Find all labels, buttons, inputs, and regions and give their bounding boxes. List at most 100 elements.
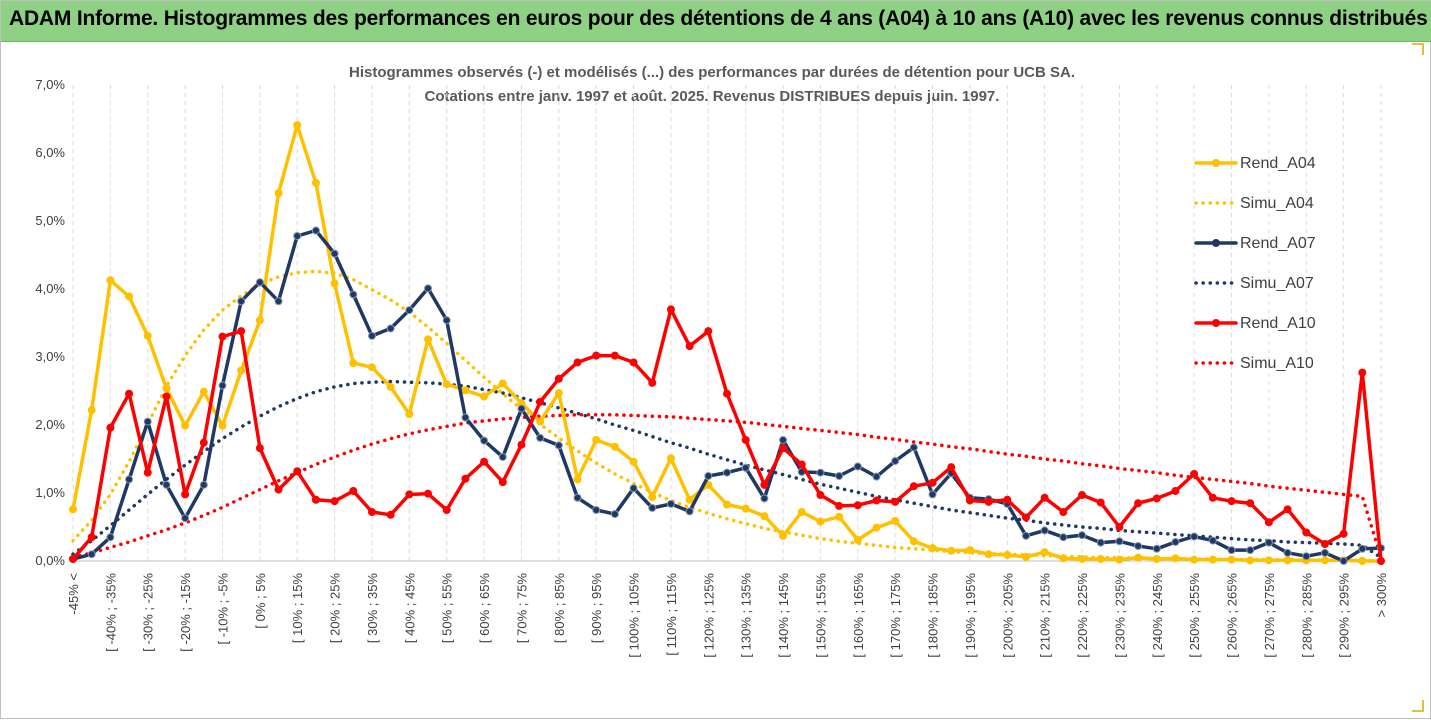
data-point [685,342,694,351]
data-point [237,366,246,375]
data-point [199,480,208,489]
data-point [199,387,208,396]
data-point [1059,554,1068,563]
data-point [311,226,320,235]
data-point [1358,544,1367,553]
data-point [517,404,526,413]
data-point [592,435,601,444]
data-point [69,505,77,514]
data-point [293,121,302,130]
data-point [1227,546,1236,555]
report-title: ADAM Informe. Histogrammes des performan… [9,7,1428,30]
data-point [125,292,134,301]
legend-label: Rend_A04 [1240,155,1316,172]
data-point [274,485,283,494]
data-point [125,475,134,484]
chart-title-line: Histogrammes observés (-) et modélisés (… [349,64,1075,81]
data-point [909,537,918,546]
data-point [498,452,507,461]
data-point [69,554,77,563]
data-point [1208,493,1217,502]
data-point [741,463,750,472]
x-tick-label: [ 100% ; 105% [627,573,642,658]
data-point [1302,528,1311,537]
data-point [723,389,731,398]
legend-label: Simu_A04 [1240,195,1314,212]
data-point [87,550,96,559]
legend-marker [1212,159,1220,167]
data-point [143,417,152,426]
data-point [536,397,545,406]
x-tick-label: [ 0% ; 5% [253,573,268,629]
data-point [125,389,134,398]
data-point [1078,491,1087,500]
data-point [928,478,937,487]
data-point [386,382,395,391]
data-point [1021,513,1030,522]
data-point [1059,508,1068,517]
x-tick-label: [ 130% ; 135% [739,573,754,658]
data-point [965,496,974,505]
data-point [853,501,862,510]
data-point [1021,531,1030,540]
data-point [1339,529,1348,538]
data-point [666,305,675,314]
x-tick-label: [ 50% ; 55% [440,573,455,644]
data-point [779,531,788,540]
data-point [424,335,433,344]
data-point [461,413,470,422]
data-point [816,491,825,500]
data-point [1264,556,1273,565]
x-tick-label: [ 40% ; 45% [402,573,417,644]
data-point [573,358,582,367]
x-tick-label: [ 260% ; 265% [1225,573,1240,658]
data-point [685,495,694,504]
data-point [1040,493,1049,502]
data-point [237,297,246,306]
data-point [181,490,190,499]
data-point [1040,548,1049,557]
data-point [498,478,507,487]
x-tick-label: [ 10% ; 15% [290,573,305,644]
data-point [1227,497,1236,506]
data-point [816,468,825,477]
x-tick-label: [ 80% ; 85% [552,573,567,644]
data-point [255,278,264,287]
chart-title-line: Cotations entre janv. 1997 et août. 2025… [425,88,1000,105]
data-point [536,433,545,442]
legend-label: Simu_A10 [1240,355,1314,372]
series-line-simu-a04 [71,269,1383,563]
data-point [1115,555,1124,564]
data-point [386,510,395,519]
data-point [648,378,657,387]
data-point [1096,554,1105,563]
data-point [797,508,806,517]
data-point [835,512,844,521]
legend-marker [1212,319,1220,327]
x-tick-label: [ 120% ; 125% [701,573,716,658]
x-tick-label: [ 200% ; 205% [1000,573,1015,658]
x-tick-label: [ 170% ; 175% [888,573,903,658]
data-point [181,421,190,430]
data-point [424,489,433,498]
data-point [498,379,507,388]
series-line-simu-a07 [71,379,1383,560]
corner-marker [1412,700,1424,712]
data-point [816,517,825,526]
data-point [349,359,358,368]
data-point [405,410,414,419]
data-point [573,475,582,484]
data-point [1171,554,1180,563]
data-point [1320,540,1329,548]
data-point [237,327,246,336]
data-point [872,472,881,481]
data-point [1283,505,1292,514]
data-point [1339,557,1348,565]
data-point [330,249,339,258]
data-point [573,493,582,502]
x-tick-label: [ 110% ; 115% [664,573,679,656]
data-point [1358,557,1367,565]
data-point [218,421,227,430]
x-tick-label: [ 30% ; 35% [365,573,380,644]
